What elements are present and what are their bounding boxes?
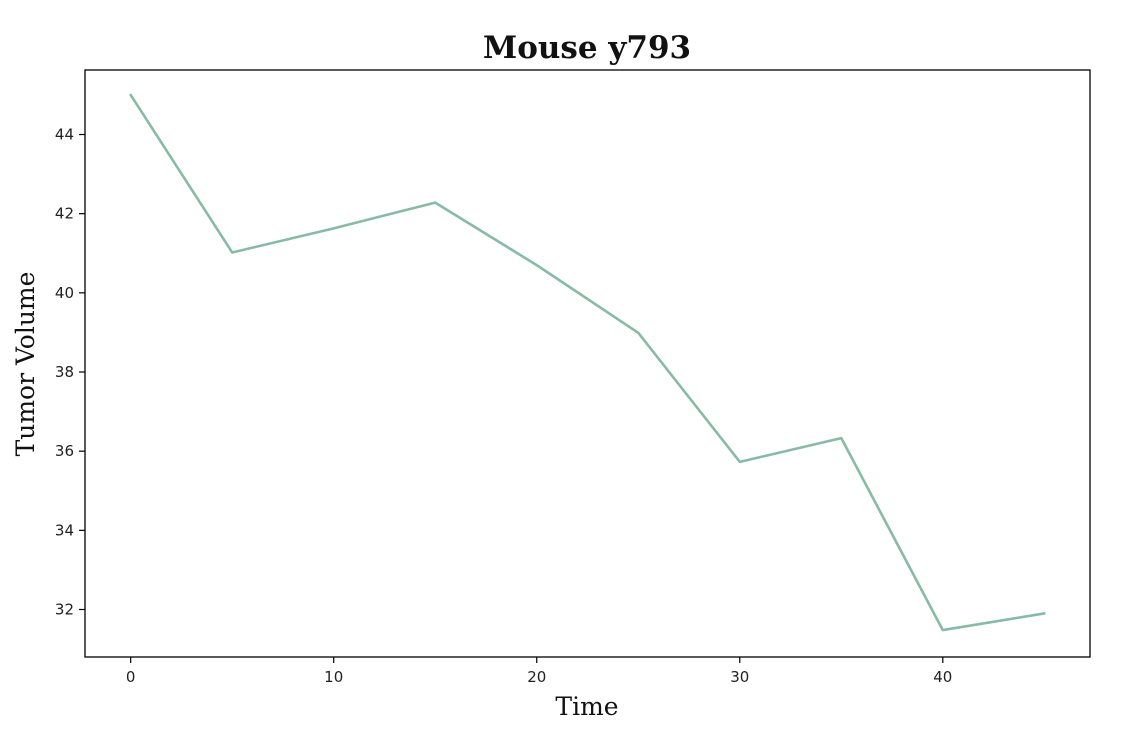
chart-title: Mouse y793 — [483, 30, 691, 66]
x-tick-label: 20 — [527, 668, 546, 686]
x-tick-label: 10 — [324, 668, 343, 686]
y-axis-label: Tumor Volume — [11, 272, 40, 457]
x-axis-label: Time — [555, 692, 618, 721]
tumor-volume-line — [129, 93, 1046, 632]
y-tick-label: 32 — [55, 601, 74, 619]
y-tick-label: 36 — [55, 442, 74, 460]
series-layer — [129, 93, 1046, 632]
y-tick-label: 34 — [55, 521, 74, 539]
y-tick-label: 42 — [55, 205, 74, 223]
x-tick-label: 40 — [933, 668, 952, 686]
y-tick-label: 38 — [55, 363, 74, 381]
x-tick-label: 0 — [126, 668, 136, 686]
y-tick-label: 40 — [55, 284, 74, 302]
plot-frame — [84, 69, 1091, 658]
x-axis: 0 10 20 30 40 — [126, 657, 952, 686]
plot-area: 0 10 20 30 40 32 34 36 38 40 42 44 — [55, 69, 1091, 686]
y-axis: 32 34 36 38 40 42 44 — [55, 126, 85, 619]
x-tick-label: 30 — [730, 668, 749, 686]
y-tick-label: 44 — [55, 126, 74, 144]
